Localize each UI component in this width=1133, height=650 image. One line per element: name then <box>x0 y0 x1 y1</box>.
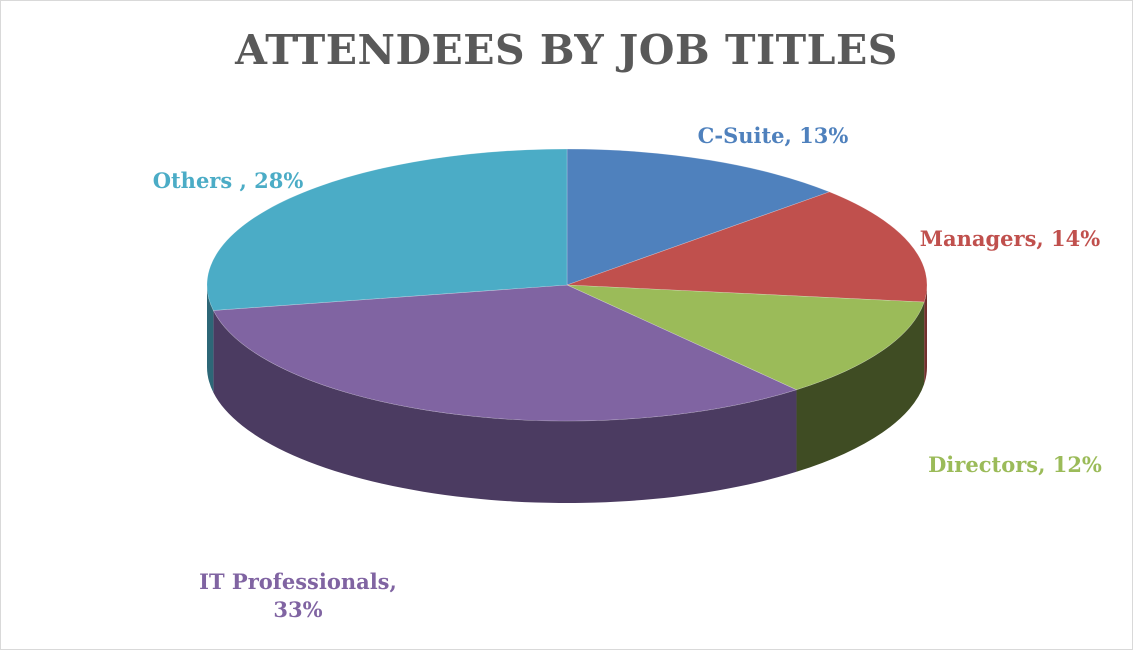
pie-slice-c-suite <box>566 148 831 286</box>
pie-side-managers <box>924 285 927 385</box>
pie-side-others <box>207 285 214 393</box>
pie-label-layer: C-Suite, 13% Managers, 14% Directors, 12% I… <box>153 123 1102 622</box>
data-label-directors: Directors, 12% <box>928 452 1102 477</box>
pie-slice-it-professionals <box>212 284 798 422</box>
pie-depth-layer <box>207 285 927 503</box>
data-label-others: Others , 28% <box>153 168 304 193</box>
chart-title: ATTENDEES BY JOB TITLES <box>235 26 898 74</box>
pie-side-it-professionals <box>213 310 797 503</box>
pie-side-directors <box>796 302 925 472</box>
pie-slice-others <box>206 148 568 311</box>
data-label-c-suite: C-Suite, 13% <box>698 123 849 148</box>
pie-slice-directors <box>566 284 925 391</box>
data-label-managers: Managers, 14% <box>920 226 1101 251</box>
pie-top-layer <box>206 148 928 422</box>
pie-slice-managers <box>566 191 928 303</box>
data-label-it-professionals: IT Professionals, 33% <box>199 569 397 622</box>
